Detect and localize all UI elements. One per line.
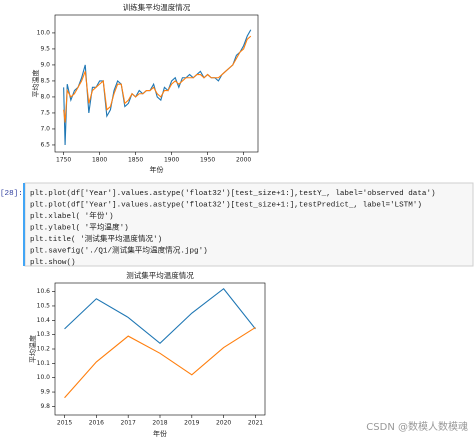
x-tick-label: 1950 [200,157,215,164]
code-line: plt.savefig('./Q1/测试集平均温度情况.jpg') [30,245,208,256]
watermark: CSDN @数模人数模魂 [366,420,468,433]
x-tick-label: 2015 [57,420,72,427]
y-tick-label: 10.5 [37,302,51,309]
x-tick-label: 2016 [89,420,104,427]
y-tick-label: 9.9 [40,389,50,396]
y-tick-label: 10.1 [37,360,51,367]
series-line [64,327,256,399]
y-tick-label: 10.0 [37,29,51,36]
x-tick-label: 2019 [184,420,199,427]
code-line: plt.title( '测试集平均温度情况') [30,233,162,244]
x-tick-label: 2020 [216,420,231,427]
y-tick-label: 10.0 [37,374,51,381]
x-tick-label: 2017 [121,420,136,427]
code-line: plt.plot(df['Year'].values.astype('float… [30,190,436,198]
cell-marker [23,183,25,266]
x-tick-label: 1800 [92,157,107,164]
y-tick-label: 7.5 [40,109,50,116]
series-line [64,287,256,344]
code-line: plt.plot(df['Year'].values.astype('float… [30,202,422,210]
y-axis-label: 平均温度 [28,335,37,363]
y-tick-label: 10.2 [37,346,51,353]
y-tick-label: 9.8 [40,403,50,410]
y-tick-label: 6.5 [40,141,50,148]
plot-frame [54,282,266,416]
series-line [63,29,252,145]
cell-prompt: [28]: [0,190,23,198]
code-cell [24,182,474,267]
y-tick-label: 8.5 [40,77,50,84]
y-tick-label: 8.0 [40,93,50,100]
chart-title: 测试集平均温度情况 [126,270,194,280]
y-tick-label: 10.3 [37,331,51,338]
y-tick-label: 9.5 [40,45,50,52]
x-tick-label: 2018 [152,420,167,427]
y-tick-label: 10.6 [37,288,51,295]
series-line [63,35,252,123]
y-axis-label: 平均温度 [31,70,40,98]
plot-frame [54,14,259,153]
x-tick-label: 2021 [248,420,263,427]
x-tick-label: 1750 [56,157,71,164]
code-line: plt.ylabel( '平均温度') [30,222,129,233]
x-axis-label: 年份 [150,165,164,174]
chart-title: 训练集平均温度情况 [123,2,191,12]
code-line: plt.show() [30,259,76,267]
y-tick-label: 7.0 [40,125,50,132]
x-axis-label: 年份 [153,429,167,438]
x-tick-label: 1850 [128,157,143,164]
x-tick-label: 2000 [236,157,251,164]
y-tick-label: 9.0 [40,61,50,68]
y-tick-label: 10.4 [37,317,51,324]
code-line: plt.xlabel( '年份') [30,210,114,221]
x-tick-label: 1900 [164,157,179,164]
